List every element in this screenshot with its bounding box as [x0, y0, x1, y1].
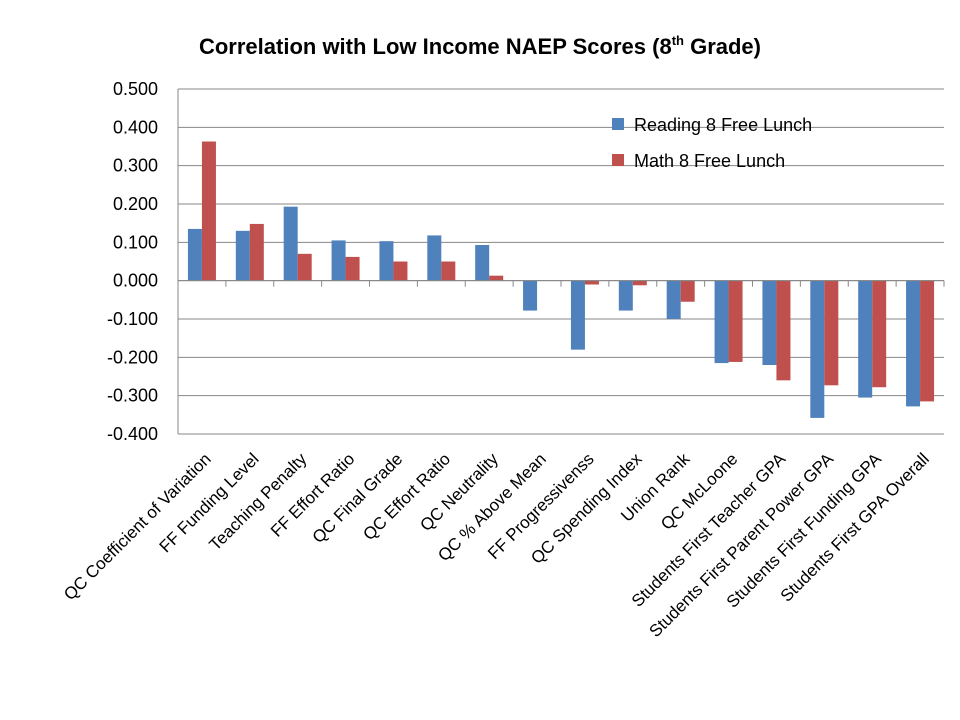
y-tick-label: -0.400	[107, 424, 158, 444]
y-tick-label: 0.100	[113, 232, 158, 252]
bar-math	[824, 280, 839, 386]
bar-math	[584, 280, 599, 285]
bar-reading	[523, 280, 538, 311]
bar-reading	[714, 280, 729, 364]
bar-reading	[283, 206, 298, 281]
bar-math	[680, 280, 695, 302]
bar-math	[441, 261, 456, 281]
bar-math	[489, 275, 504, 281]
chart-title-superscript: th	[672, 33, 684, 48]
bar-reading	[331, 240, 346, 281]
bar-reading	[666, 280, 681, 319]
y-tick-label: 0.200	[113, 194, 158, 214]
bar-reading	[475, 245, 490, 281]
bar-math	[776, 280, 791, 381]
legend-label: Math 8 Free Lunch	[634, 151, 785, 171]
bars	[187, 141, 935, 418]
legend: Reading 8 Free Lunch Math 8 Free Lunch	[612, 115, 812, 171]
chart-title-main: Correlation with Low Income NAEP Scores …	[199, 34, 672, 59]
bar-math	[345, 256, 360, 281]
legend-label: Reading 8 Free Lunch	[634, 115, 812, 135]
bar-math	[393, 261, 408, 281]
axes	[177, 89, 945, 434]
bar-reading	[570, 280, 585, 350]
bar-math	[632, 280, 647, 286]
bar-math	[201, 141, 216, 281]
bar-math	[297, 253, 312, 281]
bar-reading	[379, 241, 394, 281]
legend-swatch	[612, 118, 624, 130]
y-tick-label: 0.300	[113, 156, 158, 176]
chart-title-end: Grade)	[684, 34, 761, 59]
category-label: FF Effort Ratio	[267, 449, 358, 540]
bar-reading	[427, 235, 442, 281]
bar-reading	[187, 228, 202, 281]
bar-reading	[810, 280, 825, 418]
bar-reading	[762, 280, 777, 365]
bar-reading	[235, 230, 250, 281]
bar-math	[872, 280, 887, 388]
y-tick-label: 0.400	[113, 117, 158, 137]
y-tick-label: 0.000	[113, 271, 158, 291]
bar-math	[728, 280, 743, 362]
bar-math	[920, 280, 935, 402]
bar-reading	[906, 280, 921, 407]
bar-math	[249, 223, 264, 281]
y-tick-label: -0.100	[107, 309, 158, 329]
legend-swatch	[612, 154, 624, 166]
y-tick-label: -0.200	[107, 347, 158, 367]
y-tick-label: -0.300	[107, 386, 158, 406]
y-axis-ticks: 0.500 0.400 0.300 0.200 0.100 0.000 -0.100 -0.2…	[107, 79, 158, 444]
bar-reading	[858, 280, 873, 398]
chart-title: Correlation with Low Income NAEP Scores …	[199, 33, 761, 59]
y-tick-label: 0.500	[113, 79, 158, 99]
bar-reading	[618, 280, 633, 311]
